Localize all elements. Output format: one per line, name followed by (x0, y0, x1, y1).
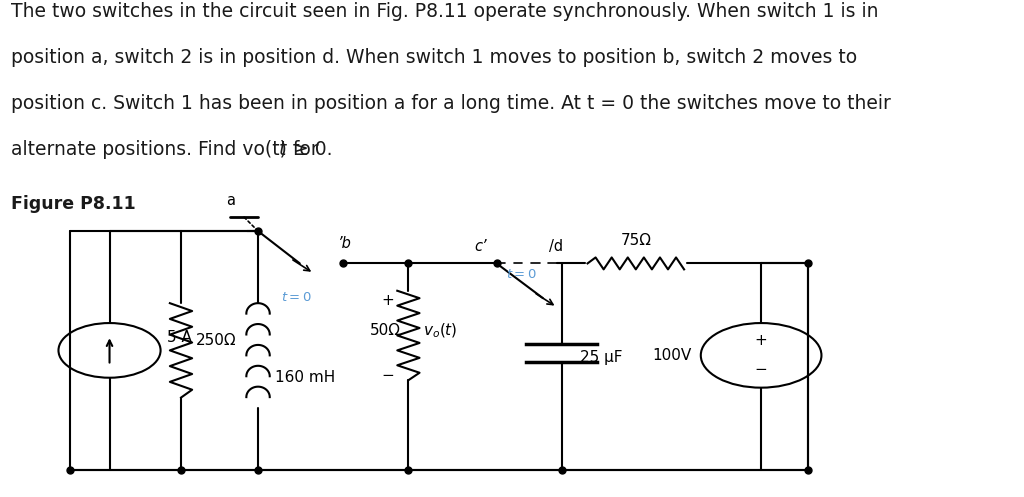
Text: 160 mH: 160 mH (274, 370, 335, 385)
Text: −: − (382, 368, 394, 383)
Text: −: − (755, 362, 768, 377)
Text: $t=0$: $t=0$ (282, 291, 312, 304)
Text: +: + (755, 333, 768, 348)
Text: alternate positions. Find vo(t) for: alternate positions. Find vo(t) for (11, 140, 325, 159)
Text: +: + (382, 293, 394, 308)
Text: ’b: ’b (337, 236, 351, 251)
Text: $t=0$: $t=0$ (506, 268, 537, 281)
Text: 250Ω: 250Ω (196, 333, 237, 348)
Text: 5 A: 5 A (167, 331, 191, 345)
Text: 75Ω: 75Ω (621, 233, 651, 248)
Text: 100V: 100V (652, 348, 691, 363)
Text: The two switches in the circuit seen in Fig. P8.11 operate synchronously. When s: The two switches in the circuit seen in … (11, 2, 879, 21)
Text: c’: c’ (475, 240, 487, 254)
Text: position a, switch 2 is in position d. When switch 1 moves to position b, switch: position a, switch 2 is in position d. W… (11, 48, 857, 67)
Text: t: t (279, 140, 286, 159)
Text: ≥ 0.: ≥ 0. (287, 140, 333, 159)
Text: $v_o(t)$: $v_o(t)$ (423, 321, 458, 340)
Text: position c. Switch 1 has been in position a for a long time. At t = 0 the switch: position c. Switch 1 has been in positio… (11, 94, 891, 113)
Text: 50Ω: 50Ω (370, 323, 400, 338)
Text: /d: /d (550, 240, 563, 254)
Text: a: a (225, 193, 234, 208)
Text: Figure P8.11: Figure P8.11 (11, 194, 136, 213)
Text: 25 μF: 25 μF (581, 350, 623, 365)
